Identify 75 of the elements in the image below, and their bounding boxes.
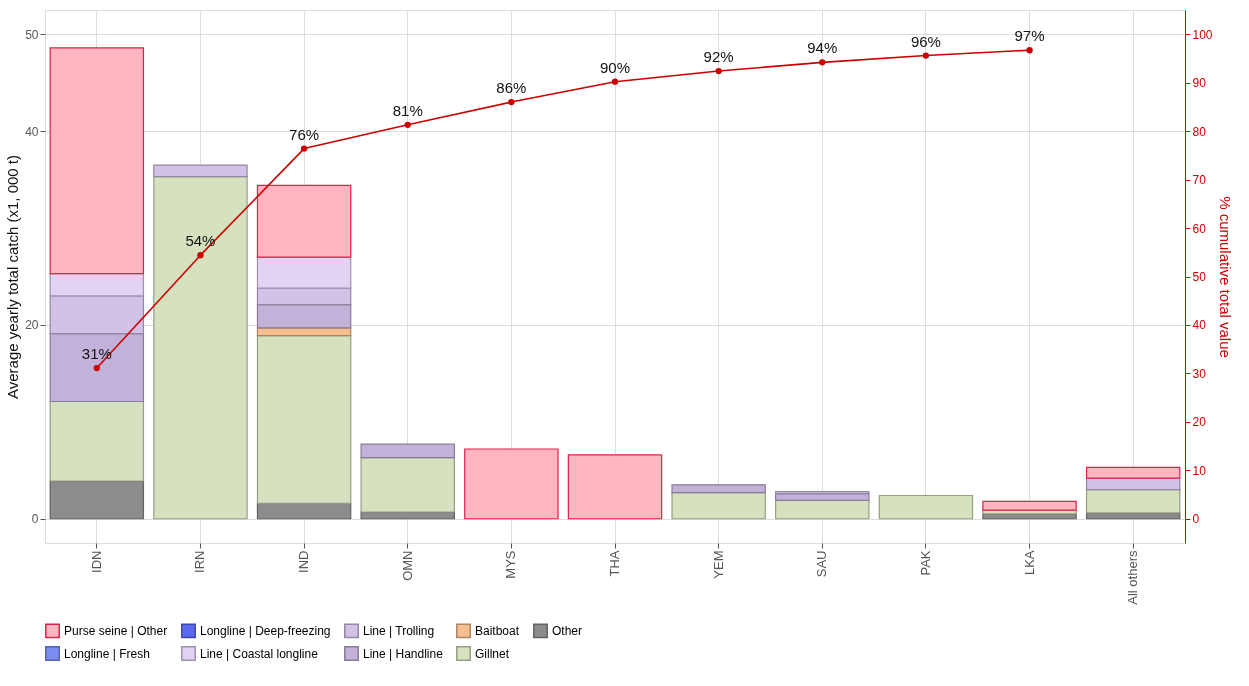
y-tick-label: 20 xyxy=(25,318,39,333)
x-tick-label: LKA xyxy=(1021,550,1037,576)
data-label: 54% xyxy=(185,232,216,250)
legend-label: Line | Trolling xyxy=(363,623,435,638)
point xyxy=(715,67,722,75)
x-tick-label: MYS xyxy=(503,550,519,579)
data-label: 81% xyxy=(392,101,423,119)
bar xyxy=(982,500,1077,511)
y2-tick-label: 90 xyxy=(1192,76,1207,91)
data-label: 86% xyxy=(496,79,527,97)
bar xyxy=(153,176,248,520)
data-label: 31% xyxy=(81,345,112,363)
point xyxy=(611,78,619,85)
y2-tick-label: 70 xyxy=(1192,173,1207,188)
x-tick-label: SAU xyxy=(814,550,830,578)
bar xyxy=(567,454,663,520)
point xyxy=(508,98,515,106)
y2-tick-label: 80 xyxy=(1192,124,1207,139)
point xyxy=(93,364,100,372)
bar xyxy=(878,494,974,520)
y2-tick-label: 100 xyxy=(1192,27,1213,42)
legend-label: Line | Coastal longline xyxy=(200,646,319,661)
legend-label: Line | Handline xyxy=(363,646,444,661)
legend-label: Longline | Deep-freezing xyxy=(200,623,331,638)
legend-label: Purse seine | Other xyxy=(64,623,168,638)
y2-tick-label: 60 xyxy=(1192,221,1207,236)
x-tick-label: IRN xyxy=(192,550,208,573)
y2-tick-label: 40 xyxy=(1192,318,1207,333)
legend-label: Baitboat xyxy=(475,623,520,638)
y-axis-title: Average yearly total catch (x1, 000 t) xyxy=(4,154,22,400)
data-label: 94% xyxy=(807,39,838,57)
y2-tick-label: 30 xyxy=(1192,366,1207,381)
data-label: 90% xyxy=(599,58,631,76)
data-label: 92% xyxy=(703,48,734,66)
legend-label: Gillnet xyxy=(475,646,510,661)
bar xyxy=(256,184,352,258)
legend-label: Other xyxy=(552,623,583,638)
legend-label: Longline | Fresh xyxy=(64,646,150,661)
y2-tick-label: 0 xyxy=(1192,512,1200,527)
bar xyxy=(1085,466,1181,479)
bar xyxy=(49,47,145,275)
bar xyxy=(49,400,145,482)
data-label: 76% xyxy=(289,125,320,143)
bar xyxy=(464,448,559,520)
x-tick-label: PAK xyxy=(917,550,933,576)
x-tick-label: IND xyxy=(296,550,312,573)
x-tick-label: YEM xyxy=(710,550,726,579)
y-tick-label: 50 xyxy=(25,27,39,42)
x-tick-label: OMN xyxy=(399,550,415,581)
point xyxy=(819,59,826,66)
bar xyxy=(671,492,766,520)
bar xyxy=(153,164,248,178)
y-tick-label: 0 xyxy=(31,512,39,527)
y-tick-label: 40 xyxy=(25,124,39,139)
y2-tick-label: 10 xyxy=(1192,463,1207,478)
data-label: 96% xyxy=(910,32,941,50)
y2-tick-label: 20 xyxy=(1192,415,1207,430)
point xyxy=(300,145,308,152)
y2-axis-title: % cumulative total value xyxy=(1216,196,1234,358)
bar xyxy=(1085,489,1181,514)
x-tick-label: IDN xyxy=(88,550,104,573)
y2-tick-label: 50 xyxy=(1192,270,1207,284)
x-tick-label: THA xyxy=(607,550,622,577)
data-label: 97% xyxy=(1014,27,1045,45)
bar xyxy=(360,457,455,513)
point xyxy=(1026,47,1033,54)
point xyxy=(922,52,930,59)
bar xyxy=(49,480,145,520)
point xyxy=(197,252,204,259)
bar xyxy=(671,484,766,494)
point xyxy=(404,121,411,128)
bar xyxy=(775,499,870,520)
x-tick-label: All others xyxy=(1125,550,1141,605)
bar xyxy=(360,443,455,459)
bar xyxy=(256,335,352,504)
